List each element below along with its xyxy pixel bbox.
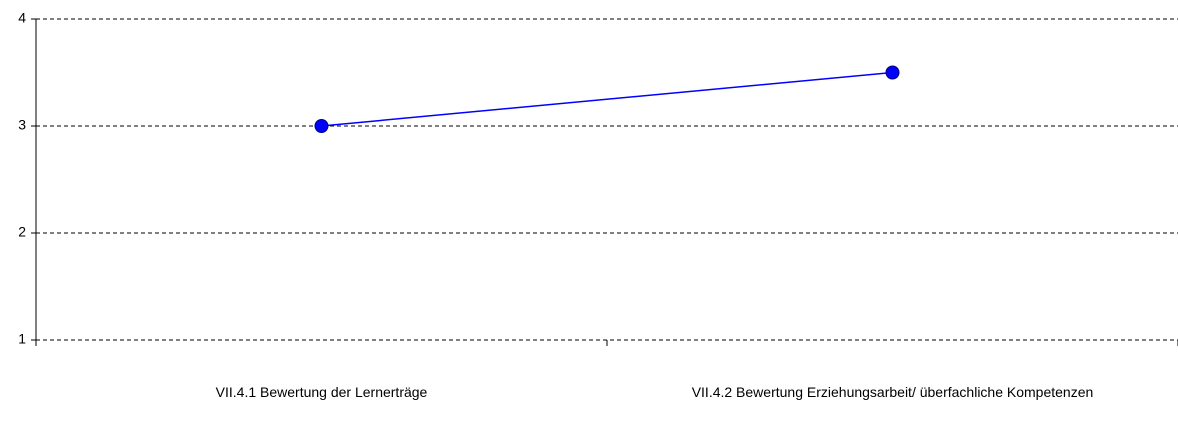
y-tick-label: 1 — [18, 331, 26, 347]
y-tick-label: 2 — [18, 224, 26, 240]
data-point — [885, 65, 900, 80]
y-tick-label: 4 — [18, 10, 26, 26]
x-tick-label: VII.4.1 Bewertung der Lernerträge — [215, 384, 428, 400]
y-tick-label: 3 — [18, 117, 26, 133]
x-tick-label: VII.4.2 Bewertung Erziehungsarbeit/ über… — [691, 384, 1094, 400]
data-point — [314, 119, 329, 133]
series-line — [321, 71, 893, 127]
